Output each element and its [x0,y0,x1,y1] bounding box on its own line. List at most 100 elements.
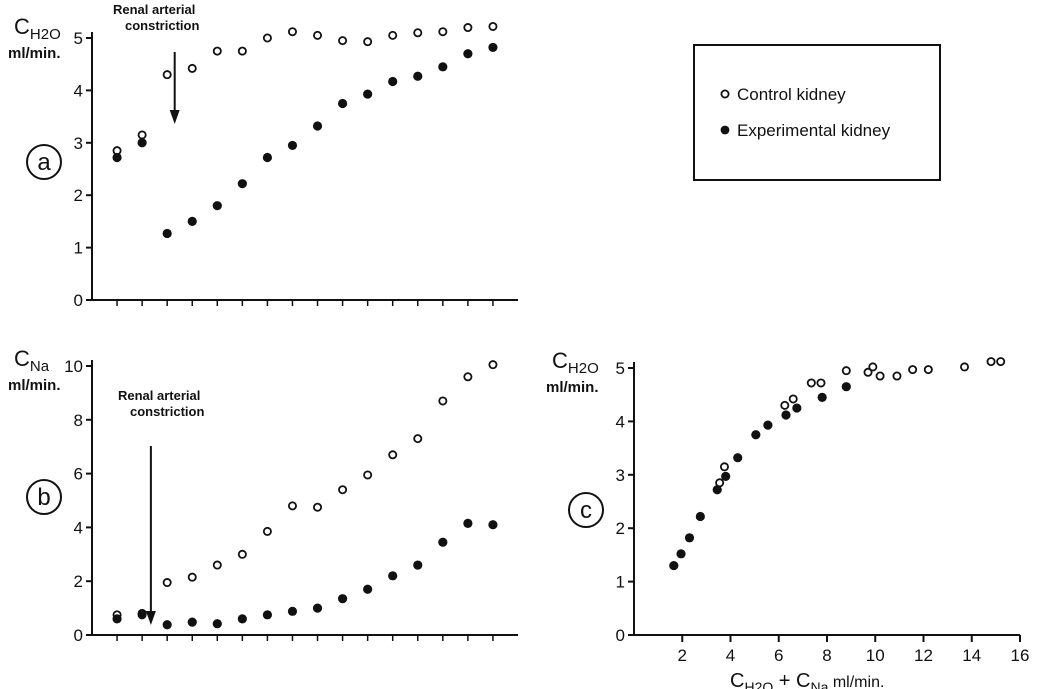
experimental-point [438,537,448,547]
experimental-point [187,216,197,226]
experimental-point [287,606,298,616]
control-point [863,367,873,377]
panel-label: a [37,149,51,176]
legend-open-marker [720,89,730,99]
experimental-point [287,140,298,151]
control-point [960,362,970,372]
panel-b: 0 2 4 6 8 10 CNa ml/min. b Renal arterialconstric… [8,346,518,645]
control-point [923,365,933,375]
panel-label-circle [26,144,62,180]
annotation-text: constriction [130,404,204,419]
y-tick-label: 2 [74,186,83,205]
y-tick-label: 5 [616,359,625,378]
experimental-point [137,138,147,148]
experimental-point [721,471,731,482]
experimental-point [137,608,147,619]
control-point [338,36,348,46]
control-point [212,560,222,570]
y-axis-unit: ml/min. [546,379,599,396]
control-point [187,572,197,582]
arrow-head [169,110,180,124]
experimental-point [792,403,802,413]
experimental-point [212,201,222,211]
series-experimental [112,42,498,239]
series-experimental [669,382,851,571]
experimental-point [237,179,247,189]
experimental-point [262,152,273,163]
control-point [463,372,473,382]
experimental-point [112,152,122,163]
control-point [162,70,172,80]
y-tick-label: 0 [74,626,83,645]
control-point [237,549,247,559]
y-tick-label: 0 [616,626,625,645]
y-tick-label: 6 [74,465,83,484]
x-tick-label: 10 [866,646,885,665]
y-axis-unit: ml/min. [8,45,61,62]
control-point [262,33,272,43]
x-tick-label: 4 [726,646,735,665]
experimental-point [463,49,473,59]
experimental-point [413,560,423,570]
experimental-point [695,511,705,522]
panel-label-circle [568,492,604,528]
control-point [262,526,272,536]
control-point [719,462,729,472]
experimental-point [388,76,398,87]
experimental-point [763,420,773,430]
experimental-point [438,62,448,72]
control-point [338,485,348,495]
experimental-point [712,485,722,495]
control-point [388,450,398,460]
experimental-point [162,620,172,630]
experimental-point [413,71,423,81]
panel-label: b [37,484,50,511]
panel-label: c [580,497,592,524]
control-point [212,46,222,56]
experimental-point [312,121,323,131]
experimental-point [841,382,851,392]
legend-box [693,44,941,181]
y-tick-label: 10 [64,357,83,376]
arrow-head [145,611,156,625]
annotation-text: constriction [125,18,199,33]
experimental-point [262,610,273,620]
control-point [187,63,197,73]
x-tick-label: 14 [962,646,981,665]
control-point [875,371,885,381]
legend: Control kidney Experimental kidney [693,44,941,181]
experimental-point [817,392,827,402]
experimental-point [488,42,498,53]
x-axis-label: CH2O + CNa ml/min. [730,670,884,689]
control-point [841,366,851,376]
control-point [413,434,423,444]
y-tick-label: 2 [616,519,625,538]
y-axis-unit: ml/min. [8,377,61,394]
control-point [363,470,373,480]
x-tick-label: 16 [1011,646,1030,665]
y-tick-label: 1 [74,239,83,258]
control-point [996,357,1006,367]
control-point [363,37,373,47]
x-tick-label: 6 [774,646,783,665]
control-point [237,46,247,56]
experimental-point [337,594,348,604]
experimental-point [112,614,122,624]
x-tick-label: 2 [678,646,687,665]
x-tick-label: 8 [822,646,831,665]
control-point [780,400,790,410]
control-point [313,502,323,512]
y-axis-label: CH2O [14,14,61,43]
experimental-point [781,410,791,420]
y-tick-label: 4 [74,518,83,537]
control-point [788,394,798,404]
experimental-point [463,518,473,528]
control-point [463,23,473,33]
experimental-point [187,617,197,627]
y-tick-label: 2 [74,572,83,591]
legend-label: Experimental kidney [737,121,891,140]
control-point [488,360,498,370]
series-control [112,21,498,156]
